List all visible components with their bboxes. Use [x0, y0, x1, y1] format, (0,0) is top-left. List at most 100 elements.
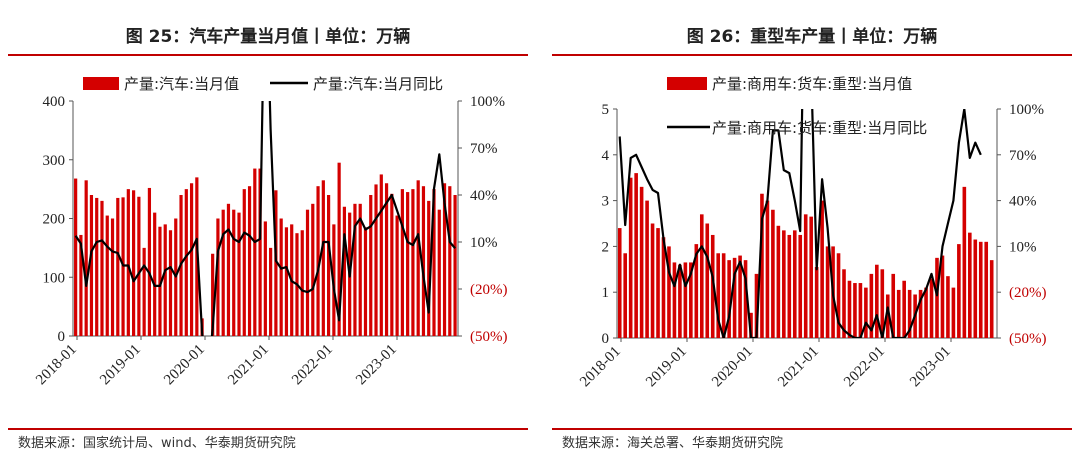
- y2-tick-label: 40%: [470, 188, 498, 204]
- bar-line-chart: 5 4 3 2 1 0 100% 70% 40% 10% (20%) (50%) 2018-01 2019…: [577, 75, 1047, 391]
- bar: [672, 262, 677, 338]
- bar: [847, 280, 852, 338]
- x-tick-label: 2023-01: [907, 344, 954, 391]
- y-tick-label: 200: [43, 212, 66, 228]
- bar: [258, 168, 262, 336]
- x-tick-label: 2018-01: [33, 342, 80, 389]
- y2-tick-label: (20%): [1009, 285, 1047, 301]
- x-tick-label: 2020-01: [161, 342, 208, 389]
- bar-line-chart: 400 300 200 100 0 100% 70% 40% 10% (20%) (50%) 2018…: [33, 75, 508, 389]
- y2-tick-label: 70%: [470, 141, 498, 157]
- bar: [918, 289, 923, 338]
- bar: [940, 255, 945, 338]
- bar: [279, 218, 283, 336]
- bar: [126, 189, 130, 336]
- bar: [269, 247, 273, 336]
- bar: [168, 230, 173, 336]
- bar: [237, 212, 241, 336]
- bar: [390, 193, 394, 336]
- bar: [820, 200, 824, 338]
- bar: [738, 255, 742, 338]
- y2-tick-label: 70%: [1009, 148, 1037, 164]
- title-rule: [8, 54, 528, 56]
- x-tick-label: 2021-01: [225, 342, 272, 389]
- y-tick-label: 2: [602, 239, 610, 255]
- series-line: [618, 109, 982, 338]
- x-tick-label: 2022-01: [841, 344, 888, 391]
- bar: [211, 253, 215, 336]
- bar: [216, 218, 220, 336]
- bar: [678, 264, 682, 338]
- bar: [853, 283, 857, 338]
- bar: [226, 203, 231, 336]
- bar: [353, 203, 357, 336]
- source-note: 数据来源：国家统计局、wind、华泰期货研究院: [18, 436, 296, 451]
- bar: [432, 189, 436, 336]
- bar: [656, 228, 660, 338]
- bar: [379, 174, 383, 336]
- y-tick-label: 0: [602, 331, 610, 347]
- bar: [221, 209, 225, 336]
- y2-tick-label: 100%: [470, 94, 505, 110]
- bar: [89, 195, 94, 336]
- y-tick-label: 300: [43, 153, 66, 169]
- bar: [448, 186, 452, 336]
- bar: [929, 278, 934, 338]
- bar: [427, 200, 431, 336]
- bar: [749, 312, 753, 338]
- bar: [798, 234, 803, 338]
- bar: [809, 216, 813, 338]
- bar: [84, 180, 88, 336]
- bar: [650, 223, 655, 338]
- x-tick-label: 2019-01: [97, 342, 144, 389]
- bar: [184, 189, 188, 336]
- bar: [158, 226, 162, 336]
- y-tick-label: 0: [58, 329, 66, 345]
- bar: [787, 234, 792, 338]
- bar: [765, 200, 770, 338]
- bar: [121, 197, 125, 336]
- bar: [300, 230, 304, 336]
- bar: [74, 178, 78, 336]
- source-note: 数据来源：海关总署、华泰期货研究院: [562, 436, 784, 451]
- x-tick-label: 2020-01: [709, 344, 756, 391]
- bar: [754, 273, 759, 338]
- bar: [147, 187, 152, 336]
- y2-tick-label: 10%: [470, 235, 498, 251]
- bar: [406, 192, 410, 336]
- bar: [232, 209, 236, 336]
- bar: [363, 227, 368, 336]
- bar: [710, 234, 715, 338]
- x-tick-label: 2021-01: [775, 344, 822, 391]
- bar: [311, 203, 315, 336]
- bar: [453, 195, 457, 336]
- bar: [384, 183, 389, 336]
- bar: [885, 294, 890, 338]
- x-tick-label: 2019-01: [643, 344, 690, 391]
- bar: [891, 273, 896, 338]
- bar: [880, 269, 885, 338]
- x-tick-label: 2023-01: [353, 342, 400, 389]
- bar: [105, 215, 109, 336]
- bar: [803, 214, 808, 338]
- bar: [95, 197, 99, 336]
- bar: [395, 215, 399, 336]
- y2-tick-label: 40%: [1009, 194, 1037, 210]
- bar: [875, 264, 879, 338]
- bar-series: [617, 173, 994, 338]
- y2-tick-label: (50%): [470, 329, 508, 345]
- bar: [951, 287, 956, 338]
- bar: [989, 260, 994, 338]
- bar: [978, 241, 983, 338]
- y-tick-label: 3: [602, 194, 610, 210]
- bar-series: [74, 162, 457, 336]
- bar: [326, 195, 331, 336]
- legend-label: 产量:汽车:当月同比: [313, 75, 443, 93]
- bar: [869, 273, 874, 338]
- bar: [437, 209, 441, 336]
- y2-tick-label: (20%): [470, 282, 508, 298]
- bar: [411, 189, 415, 336]
- bar: [421, 186, 426, 336]
- bar: [274, 190, 278, 336]
- legend-label: 产量:汽车:当月值: [124, 75, 239, 93]
